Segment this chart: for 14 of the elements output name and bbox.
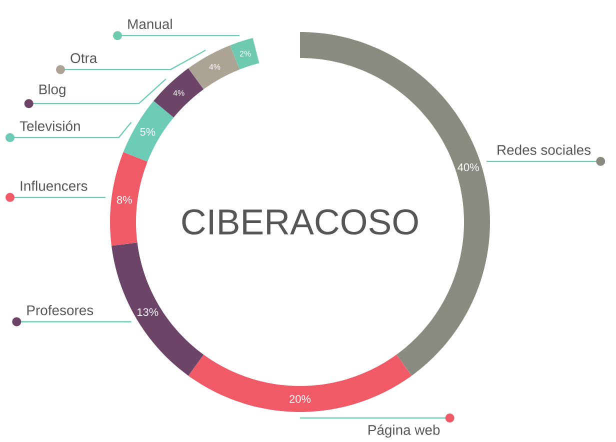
- slice-label: Blog: [39, 84, 66, 98]
- slice-label: Profesores: [27, 305, 94, 316]
- slice-label: Televisión: [20, 120, 80, 132]
- slice-label: Influencers: [20, 180, 88, 191]
- data-label: 13%: [138, 308, 158, 316]
- data-label: 5%: [140, 128, 156, 136]
- data-label: 40%: [458, 163, 479, 172]
- slice-label: Manual: [128, 18, 172, 30]
- text: CIBERACOSO: [182, 209, 418, 235]
- data-label: 8%: [116, 196, 132, 204]
- slice-label: Redes sociales: [498, 144, 591, 155]
- data-label: 20%: [290, 395, 311, 403]
- slice-label: Otra: [70, 53, 98, 64]
- legend-label: Página web: [368, 424, 440, 438]
